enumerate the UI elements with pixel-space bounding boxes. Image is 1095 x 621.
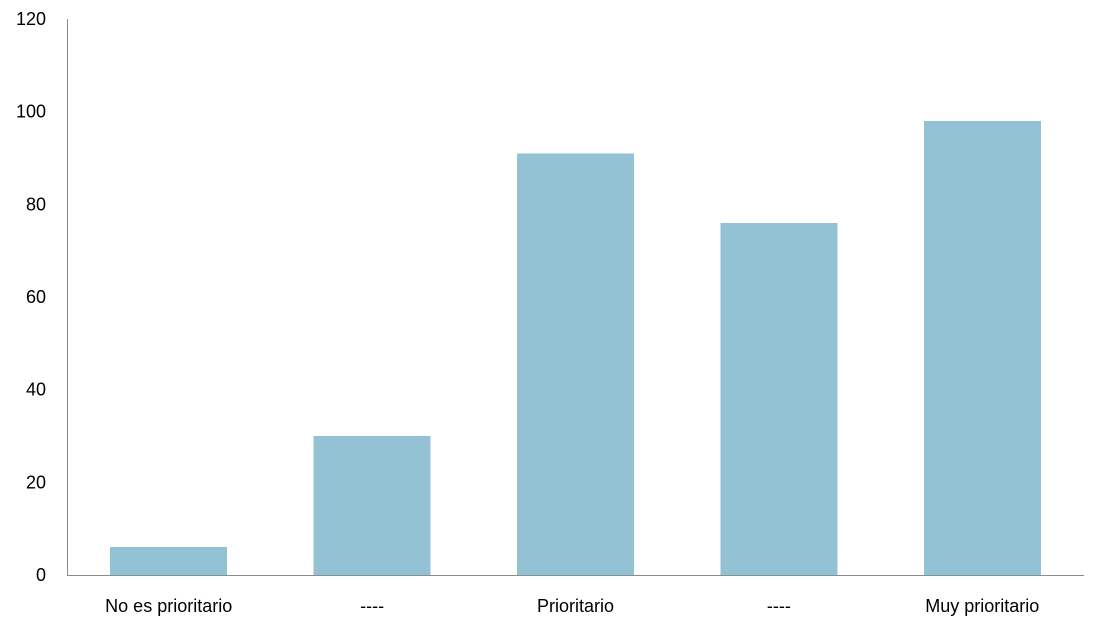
axes-layer bbox=[67, 19, 1084, 576]
x-tick-label-4: Muy prioritario bbox=[925, 596, 1039, 616]
y-tick-label-4: 80 bbox=[26, 194, 46, 214]
labels-layer: 0 20 40 60 80 100 120 No es prioritario ---- Prio… bbox=[16, 9, 1039, 616]
bar-4 bbox=[923, 120, 1041, 576]
x-tick-label-1: ---- bbox=[360, 596, 384, 616]
y-tick-label-0: 0 bbox=[36, 565, 46, 585]
bars-layer bbox=[110, 120, 1041, 576]
bar-0 bbox=[110, 547, 228, 575]
y-tick-label-3: 60 bbox=[26, 287, 46, 307]
bar-2 bbox=[517, 153, 634, 575]
y-tick-label-5: 100 bbox=[16, 102, 46, 122]
y-tick-label-2: 40 bbox=[26, 380, 46, 400]
bar-1 bbox=[313, 436, 431, 575]
x-tick-label-0: No es prioritario bbox=[105, 596, 232, 616]
x-tick-label-2: Prioritario bbox=[537, 596, 614, 616]
y-tick-label-6: 120 bbox=[16, 9, 46, 29]
x-tick-label-3: ---- bbox=[767, 596, 791, 616]
y-tick-label-1: 20 bbox=[26, 472, 46, 492]
bar-3 bbox=[720, 222, 838, 575]
